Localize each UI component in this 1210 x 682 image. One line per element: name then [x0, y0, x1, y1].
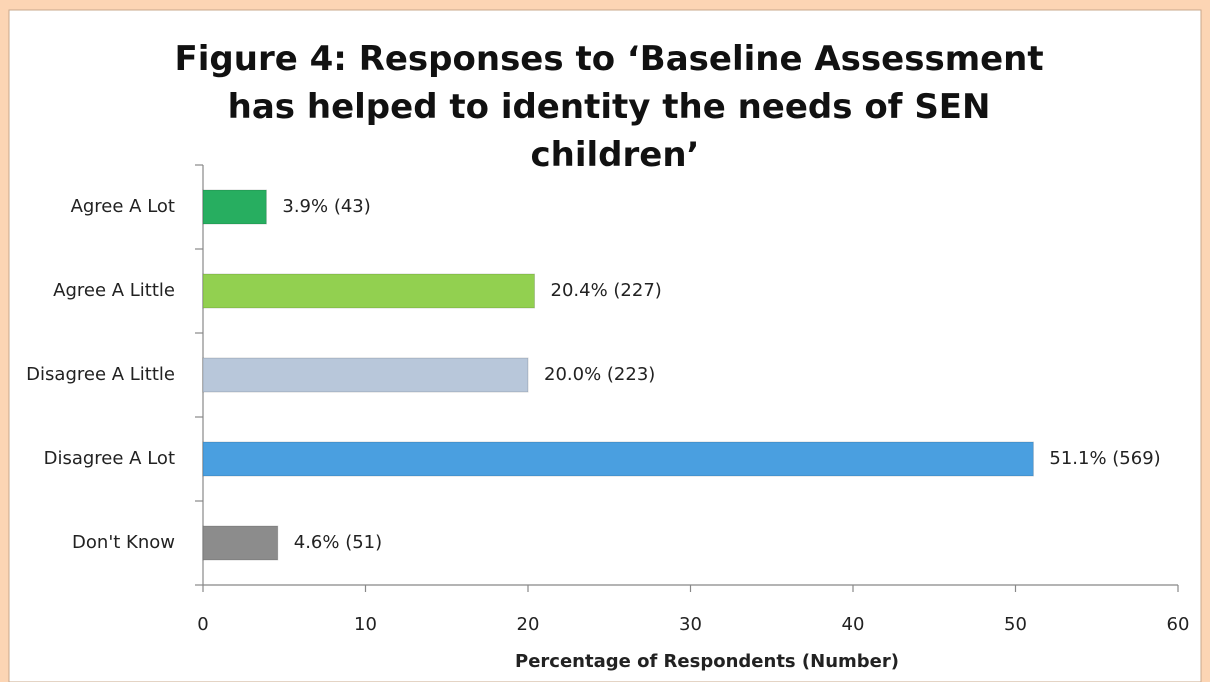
- value-label: 20.4% (227): [551, 280, 662, 301]
- y-tick-label: Agree A Little: [53, 280, 175, 301]
- value-label: 20.0% (223): [544, 364, 655, 385]
- bar: [202, 357, 529, 393]
- bar: [202, 189, 267, 225]
- x-tick-label: 0: [197, 614, 208, 635]
- x-tick-label: 30: [679, 614, 702, 635]
- y-tick-label: Don't Know: [72, 532, 175, 553]
- value-label: 51.1% (569): [1049, 448, 1160, 469]
- x-tick-label: 50: [1004, 614, 1027, 635]
- value-label: 3.9% (43): [282, 196, 370, 217]
- chart-title: Figure 4: Responses to ‘Baseline Assessm…: [175, 39, 1056, 175]
- chart-panel: [8, 9, 1202, 682]
- y-tick-label: Disagree A Lot: [44, 448, 175, 469]
- y-tick-label: Agree A Lot: [71, 196, 175, 217]
- x-axis-label: Percentage of Respondents (Number): [515, 651, 899, 672]
- bar: [202, 525, 279, 561]
- bar: [202, 441, 1034, 477]
- x-tick-label: 40: [842, 614, 865, 635]
- y-tick-label: Disagree A Little: [26, 364, 175, 385]
- x-tick-label: 10: [354, 614, 377, 635]
- bar: [202, 273, 535, 309]
- x-tick-label: 20: [517, 614, 540, 635]
- x-tick-label: 60: [1167, 614, 1190, 635]
- value-label: 4.6% (51): [294, 532, 382, 553]
